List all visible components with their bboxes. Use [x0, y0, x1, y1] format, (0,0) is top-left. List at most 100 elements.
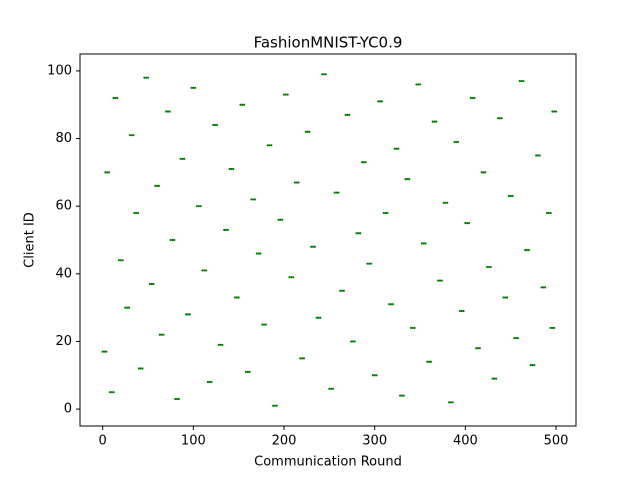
- point: [295, 181, 298, 184]
- point: [360, 161, 364, 164]
- point: [464, 221, 467, 225]
- point: [204, 269, 208, 272]
- point: [177, 397, 180, 401]
- point: [141, 367, 144, 370]
- point: [137, 367, 141, 370]
- point: [380, 100, 384, 103]
- point: [495, 377, 498, 380]
- point: [484, 171, 487, 174]
- point: [194, 86, 197, 89]
- point: [342, 289, 345, 292]
- point: [281, 218, 284, 221]
- point: [520, 79, 523, 83]
- point: [516, 336, 520, 340]
- point: [148, 282, 151, 286]
- point: [395, 147, 398, 150]
- point: [542, 286, 545, 289]
- point: [393, 147, 396, 150]
- point: [290, 276, 293, 279]
- point: [150, 282, 153, 286]
- point: [130, 134, 133, 137]
- point: [203, 269, 206, 272]
- point: [146, 76, 150, 79]
- point: [328, 387, 331, 390]
- point: [239, 103, 242, 106]
- chart-title: FashionMNIST-YC0.9: [254, 34, 403, 52]
- point: [540, 286, 543, 289]
- point: [128, 134, 131, 137]
- point: [498, 117, 501, 120]
- point: [284, 93, 287, 96]
- point: [496, 117, 500, 120]
- point: [447, 401, 451, 404]
- point: [168, 110, 171, 113]
- point: [286, 93, 289, 96]
- point: [214, 123, 217, 127]
- point: [500, 117, 503, 120]
- x-tick-label: 500: [544, 434, 569, 449]
- point: [515, 336, 518, 340]
- point: [429, 360, 433, 363]
- point: [406, 178, 409, 181]
- point: [553, 110, 556, 113]
- point: [297, 181, 300, 184]
- point: [531, 364, 534, 367]
- point: [310, 245, 313, 248]
- point: [121, 259, 124, 262]
- point: [384, 211, 387, 215]
- y-tick-label: 0: [64, 402, 72, 417]
- point: [331, 387, 335, 390]
- point: [366, 262, 369, 265]
- point: [350, 340, 353, 343]
- x-tick-label: 0: [99, 434, 107, 449]
- point: [197, 205, 200, 208]
- point: [357, 232, 360, 235]
- point: [114, 96, 117, 100]
- point: [184, 313, 188, 316]
- point: [317, 316, 320, 319]
- point: [233, 296, 237, 299]
- point: [195, 205, 199, 208]
- point: [308, 130, 311, 133]
- point: [457, 140, 460, 144]
- point: [279, 218, 282, 221]
- point: [535, 154, 538, 157]
- point: [117, 259, 121, 262]
- point: [462, 309, 465, 313]
- point: [442, 201, 445, 204]
- point: [473, 96, 476, 100]
- point: [175, 397, 179, 401]
- point: [487, 265, 491, 269]
- point: [437, 279, 440, 282]
- point: [103, 350, 106, 353]
- point: [124, 306, 127, 309]
- y-tick-label: 20: [55, 334, 72, 349]
- point: [398, 394, 402, 397]
- point: [377, 100, 380, 103]
- point: [322, 73, 326, 76]
- point: [549, 326, 552, 330]
- point: [397, 147, 400, 150]
- point: [174, 397, 177, 401]
- point: [418, 83, 422, 86]
- point: [551, 110, 554, 113]
- point: [340, 289, 344, 292]
- point: [433, 120, 436, 123]
- point: [162, 333, 165, 336]
- point: [480, 171, 483, 174]
- point: [181, 157, 184, 160]
- point: [333, 191, 336, 194]
- point: [212, 123, 215, 127]
- point: [471, 96, 474, 100]
- point: [277, 218, 280, 221]
- point: [139, 367, 142, 370]
- point: [440, 279, 443, 282]
- point: [491, 377, 494, 380]
- point: [250, 198, 253, 201]
- point: [133, 211, 136, 215]
- point: [538, 154, 541, 157]
- point: [348, 113, 351, 116]
- point: [273, 404, 277, 407]
